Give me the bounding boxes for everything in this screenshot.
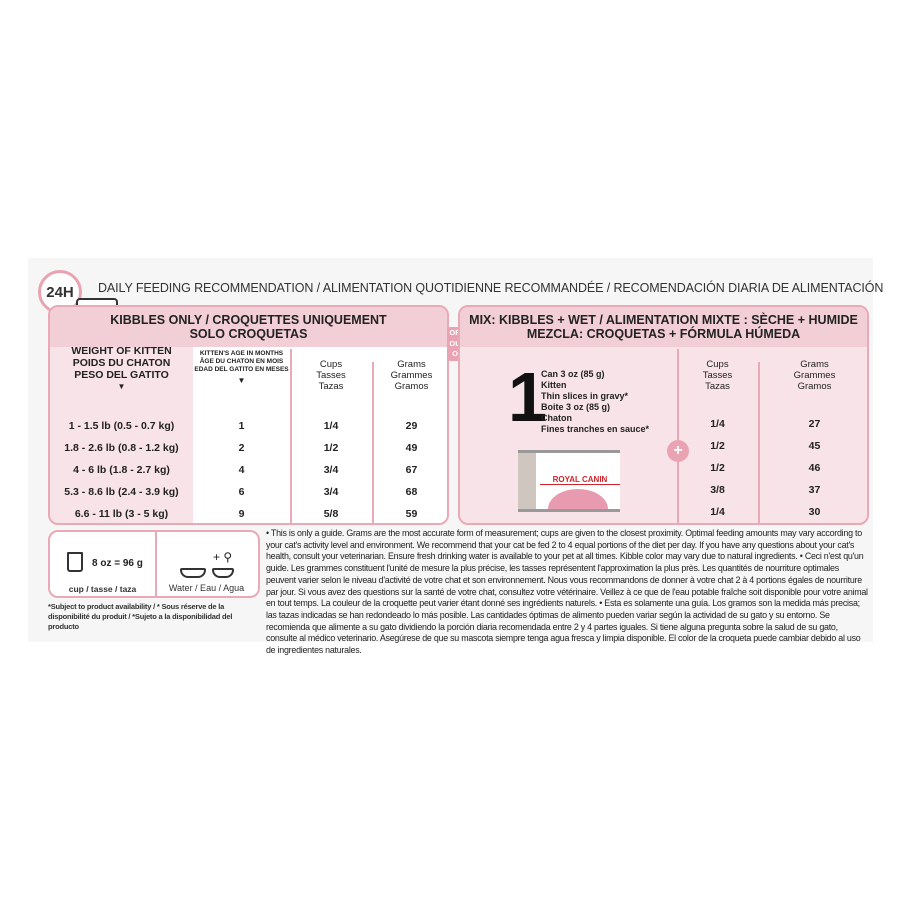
kibbles-weight-cell: 1 - 1.5 lb (0.5 - 0.7 kg) — [68, 420, 175, 432]
mix-cups-cell: 1/2 — [710, 440, 725, 452]
kibbles-age-cell: 2 — [238, 442, 245, 454]
kibbles-only-table: KIBBLES ONLY / CROQUETTES UNIQUEMENT SOLO… — [48, 305, 449, 525]
can-line: Kitten — [541, 380, 567, 390]
mix-grams-cell: 45 — [808, 440, 821, 452]
kibbles-heading: KIBBLES ONLY / CROQUETTES UNIQUEMENT SOLO… — [50, 307, 447, 347]
mix-title-2: MEZCLA: CROQUETAS + FÓRMULA HÚMEDA — [526, 327, 801, 341]
mix-grams-cell: 30 — [808, 506, 821, 518]
kibbles-age-cell: 9 — [238, 508, 245, 520]
kibbles-cups-cell: 5/8 — [323, 508, 339, 520]
mix-title-1: MIX: KIBBLES + WET / ALIMENTATION MIXTE … — [469, 313, 858, 327]
kibbles-grams-cell: 68 — [405, 486, 418, 498]
grams-header: Grams Grammes Gramos — [390, 359, 433, 392]
cat-bowls-icon — [180, 568, 206, 578]
mix-grams-header: Grams Grammes Gramos — [793, 359, 836, 392]
mix-cups-cell: 1/4 — [710, 506, 725, 518]
can-description: Can 3 oz (85 g) Kitten Thin slices in grav… — [541, 369, 649, 435]
water-bowl-icon — [212, 568, 234, 578]
mix-grams-cell: 37 — [808, 484, 821, 496]
kibbles-cups-cell: 3/4 — [323, 486, 339, 498]
feeding-disclaimer: • This is only a guide. Grams are the mo… — [266, 528, 868, 656]
kibbles-grams-cell: 67 — [405, 464, 418, 476]
can-line: Thin slices in gravy* — [541, 391, 629, 401]
kibbles-cups-cell: 1/4 — [323, 420, 339, 432]
kibbles-cups-cell: 1/2 — [323, 442, 339, 454]
availability-footnote: *Subject to product availability / * Sou… — [48, 602, 233, 631]
mix-cups-cell: 1/2 — [710, 462, 725, 474]
mix-cups-cell: 1/4 — [710, 418, 725, 430]
cup-water-info: 8 oz = 96 g cup / tasse / taza + ⚲ Water… — [48, 530, 260, 598]
brand-logo: ROYAL CANIN — [540, 475, 620, 485]
can-line: Boite 3 oz (85 g) — [541, 402, 611, 412]
faucet-icon: + ⚲ — [213, 550, 233, 564]
kibbles-grams-cell: 49 — [405, 442, 418, 454]
kibbles-cups-cell: 3/4 — [323, 464, 339, 476]
kibbles-weight-cell: 1.8 - 2.6 lb (0.8 - 1.2 kg) — [64, 442, 179, 454]
page-title: DAILY FEEDING RECOMMENDATION / ALIMENTAT… — [98, 281, 884, 295]
can-line: Chaton — [541, 413, 572, 423]
mix-grams-cell: 27 — [808, 418, 821, 430]
cup-measure: 8 oz = 96 g — [92, 558, 143, 569]
age-header: KITTEN'S AGE IN MONTHS ÂGE DU CHATON EN M… — [194, 350, 289, 385]
badge-24h: 24H — [46, 283, 74, 301]
cups-header: Cups Tasses Tazas — [316, 359, 346, 392]
water-label: Water / Eau / Agua — [168, 583, 245, 593]
can-count: 1 — [508, 358, 547, 436]
can-line: Can 3 oz (85 g) — [541, 369, 605, 379]
mix-grams-cell: 46 — [808, 462, 821, 474]
can-line: Fines tranches en sauce* — [541, 424, 650, 434]
kibbles-age-cell: 6 — [238, 486, 245, 498]
mix-cups-header: Cups Tasses Tazas — [702, 359, 733, 392]
clock-24h-icon: 24H — [38, 270, 82, 314]
kibbles-weight-cell: 5.3 - 8.6 lb (2.4 - 3.9 kg) — [64, 486, 179, 498]
kibbles-grams-cell: 29 — [405, 420, 418, 432]
mix-table: MIX: KIBBLES + WET / ALIMENTATION MIXTE … — [458, 305, 869, 525]
weight-header: WEIGHT OF KITTEN POIDS DU CHATON PESO DEL … — [71, 345, 172, 391]
kibbles-title-1: KIBBLES ONLY / CROQUETTES UNIQUEMENT — [110, 313, 387, 327]
kibbles-grams-cell: 59 — [405, 508, 418, 520]
kibbles-age-cell: 4 — [238, 464, 245, 476]
cup-label: cup / tasse / taza — [68, 584, 137, 594]
measuring-cup-icon — [67, 552, 83, 572]
kibbles-weight-cell: 6.6 - 11 lb (3 - 5 kg) — [74, 508, 169, 520]
kibbles-weight-cell: 4 - 6 lb (1.8 - 2.7 kg) — [73, 464, 170, 476]
mix-heading: MIX: KIBBLES + WET / ALIMENTATION MIXTE … — [460, 307, 867, 347]
mix-cups-cell: 3/8 — [710, 484, 725, 496]
wet-food-can-image: ROYAL CANIN — [518, 450, 620, 512]
kibbles-age-cell: 1 — [238, 420, 245, 432]
plus-icon: + — [667, 440, 689, 462]
kibbles-title-2: SOLO CROQUETAS — [189, 327, 308, 341]
